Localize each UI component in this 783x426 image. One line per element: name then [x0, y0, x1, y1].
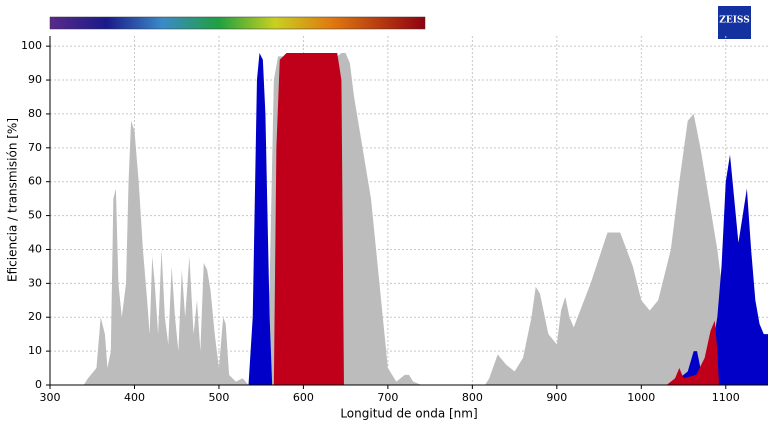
x-tick-label: 500	[208, 391, 229, 404]
y-tick-label: 60	[28, 175, 42, 188]
y-tick-label: 0	[35, 378, 42, 391]
x-axis-label: Longitud de onda [nm]	[340, 407, 477, 421]
y-tick-label: 100	[21, 39, 42, 52]
y-tick-label: 30	[28, 276, 42, 289]
y-tick-label: 90	[28, 73, 42, 86]
y-tick-label: 50	[28, 209, 42, 222]
x-tick-label: 1000	[627, 391, 655, 404]
y-tick-label: 80	[28, 107, 42, 120]
y-tick-label: 20	[28, 310, 42, 323]
x-tick-label: 700	[377, 391, 398, 404]
y-tick-label: 70	[28, 141, 42, 154]
y-axis-label: Eficiencia / transmisión [%]	[6, 118, 20, 282]
x-tick-label: 900	[546, 391, 567, 404]
area	[273, 52, 720, 386]
x-tick-label: 400	[124, 391, 145, 404]
logo: ZEISS	[719, 16, 749, 26]
y-tick-label: 40	[28, 242, 42, 255]
y-tick-label: 10	[28, 344, 42, 357]
x-tick-label: 600	[293, 391, 314, 404]
x-tick-label: 1100	[712, 391, 740, 404]
area	[83, 52, 769, 386]
x-tick-label: 800	[462, 391, 483, 404]
x-tick-label: 300	[40, 391, 61, 404]
logo-box	[718, 6, 751, 39]
spectrum-bar	[49, 16, 426, 30]
